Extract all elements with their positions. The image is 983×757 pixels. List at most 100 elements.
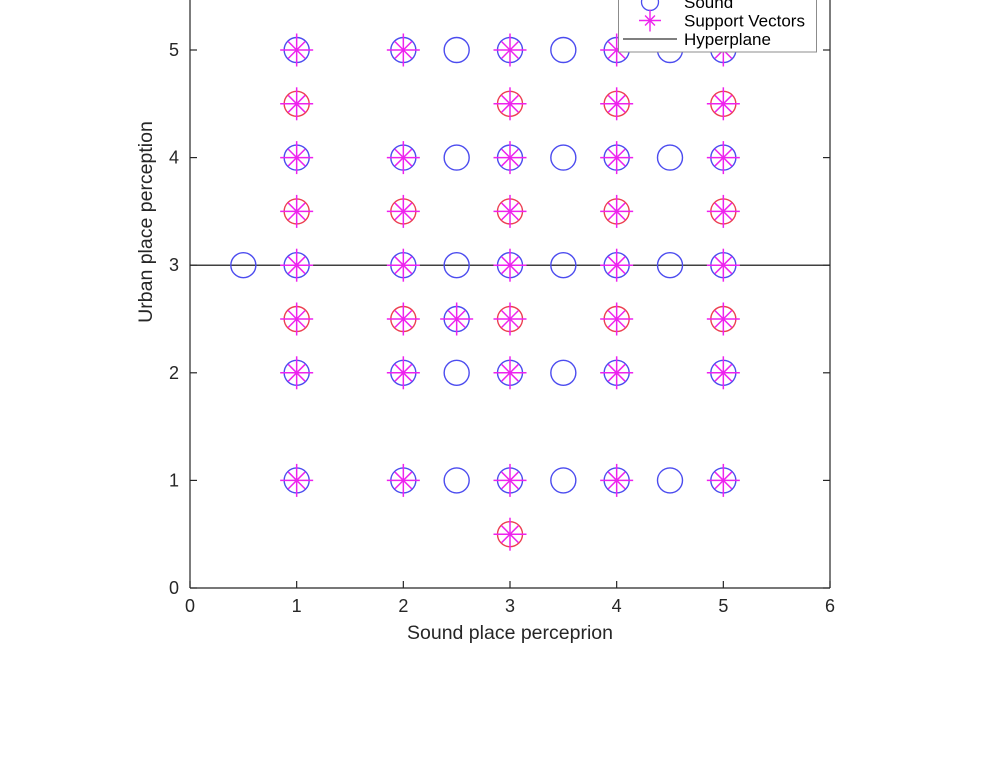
x-tick-label: 5 xyxy=(718,596,728,616)
star-spoke xyxy=(394,256,413,275)
star-spoke xyxy=(287,148,306,167)
star-spoke xyxy=(394,363,413,382)
legend-label: Hyperplane xyxy=(684,30,771,49)
support-vector-star xyxy=(600,463,634,497)
support-vector-star xyxy=(280,194,314,228)
support-vector-star xyxy=(706,463,740,497)
data-point-blue xyxy=(656,467,684,494)
y-tick-label: 2 xyxy=(169,363,179,383)
support-vector-star xyxy=(386,248,420,282)
star-spoke xyxy=(394,202,413,221)
data-point-blue xyxy=(443,359,470,386)
star-spoke xyxy=(500,363,520,382)
y-tick-label: 3 xyxy=(169,255,179,275)
legend-label: Support Vectors xyxy=(684,12,805,31)
star-spoke xyxy=(500,256,520,275)
support-vector-star xyxy=(600,141,634,175)
star-spoke xyxy=(394,471,413,490)
y-tick-label: 0 xyxy=(169,578,179,598)
data-point-blue xyxy=(443,36,470,64)
star-spoke xyxy=(287,40,306,60)
support-vector-star xyxy=(493,517,527,551)
support-vector-star xyxy=(280,356,314,390)
data-point-blue xyxy=(550,144,577,171)
legend-box xyxy=(618,0,817,53)
support-vector-star xyxy=(386,302,420,336)
support-vector-star xyxy=(493,248,527,282)
star-spoke xyxy=(287,471,306,490)
support-vector-star xyxy=(706,141,740,175)
data-point-blue xyxy=(550,359,577,386)
support-vector-star xyxy=(600,356,634,390)
y-tick-label: 4 xyxy=(169,148,179,168)
support-vector-star xyxy=(493,194,527,228)
star-spoke xyxy=(500,471,520,490)
support-vector-star xyxy=(493,463,527,497)
support-vector-star xyxy=(280,463,314,497)
x-tick-label: 3 xyxy=(505,596,515,616)
support-vector-star xyxy=(706,302,740,336)
legend-item-hyperplane: Hyperplane xyxy=(623,30,771,49)
support-vector-star xyxy=(386,194,420,228)
y-tick-label: 1 xyxy=(169,470,179,490)
support-vector-star xyxy=(386,33,420,67)
legend-item-support-vectors: Support Vectors xyxy=(639,9,805,32)
support-vector-star xyxy=(386,356,420,390)
star-spoke xyxy=(607,309,626,329)
support-vector-star xyxy=(639,9,661,32)
star-spoke xyxy=(500,202,520,221)
star-spoke xyxy=(394,309,413,329)
star-spoke xyxy=(644,15,656,26)
star-spoke xyxy=(714,148,733,167)
data-point-blue xyxy=(656,252,684,279)
y-tick-label: 5 xyxy=(169,40,179,60)
star-spoke xyxy=(607,363,626,382)
support-vector-star xyxy=(493,302,527,336)
star-spoke xyxy=(500,94,520,113)
star-spoke xyxy=(394,40,413,60)
support-vector-star xyxy=(706,356,740,390)
support-vector-star xyxy=(280,33,314,67)
support-vector-star xyxy=(706,248,740,282)
data-points xyxy=(230,33,740,551)
data-point-blue xyxy=(443,252,470,279)
x-tick-label: 2 xyxy=(398,596,408,616)
support-vector-star xyxy=(706,194,740,228)
support-vector-star xyxy=(493,356,527,390)
support-vector-star xyxy=(280,87,314,121)
star-spoke xyxy=(607,94,626,113)
support-vector-star xyxy=(600,194,634,228)
support-vector-star xyxy=(280,302,314,336)
star-spoke xyxy=(500,309,520,329)
star-spoke xyxy=(287,202,306,221)
data-point-blue xyxy=(550,252,577,279)
support-vector-star xyxy=(600,302,634,336)
support-vector-star xyxy=(280,141,314,175)
star-spoke xyxy=(287,94,306,113)
x-axis-label: Sound place perceprion xyxy=(407,622,613,644)
support-vector-star xyxy=(386,141,420,175)
data-point-blue xyxy=(656,144,684,171)
x-tick-label: 1 xyxy=(292,596,302,616)
data-point-blue xyxy=(550,36,577,64)
support-vector-star xyxy=(493,33,527,67)
star-spoke xyxy=(714,256,733,275)
support-vector-star xyxy=(600,87,634,121)
support-vector-star xyxy=(386,463,420,497)
data-point-blue xyxy=(550,467,577,494)
star-spoke xyxy=(394,148,413,167)
data-point-blue xyxy=(230,252,257,279)
star-spoke xyxy=(607,148,626,167)
star-spoke xyxy=(287,256,306,275)
star-spoke xyxy=(714,309,733,329)
data-point-blue xyxy=(443,144,470,171)
support-vector-star xyxy=(493,141,527,175)
support-vector-star xyxy=(706,87,740,121)
star-spoke xyxy=(607,471,626,490)
star-spoke xyxy=(607,256,626,275)
star-spoke xyxy=(500,525,520,544)
star-spoke xyxy=(714,471,733,490)
star-spoke xyxy=(714,202,733,221)
